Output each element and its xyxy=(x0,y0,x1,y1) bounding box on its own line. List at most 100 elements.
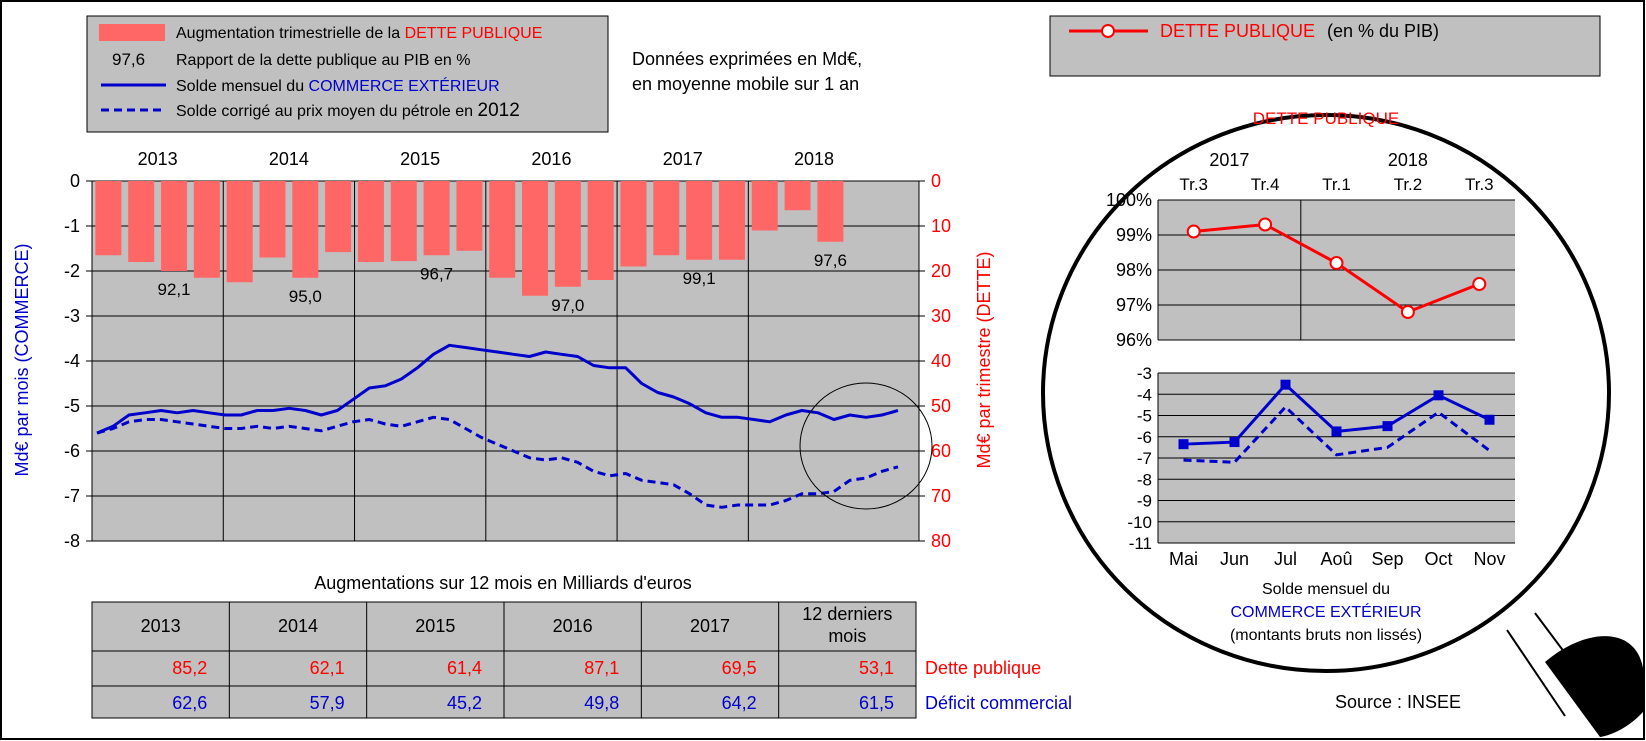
left-axis-title: Md€ par mois (COMMERCE) xyxy=(12,243,32,476)
right-tick-label: 80 xyxy=(931,531,951,551)
debt-bar xyxy=(587,181,614,280)
zoom-quarter-label: Tr.1 xyxy=(1322,175,1351,194)
debt-bar xyxy=(292,181,319,278)
debt-bar xyxy=(751,181,778,231)
deficit-cell: 62,6 xyxy=(172,693,207,713)
zoom-trade-tick-label: -8 xyxy=(1137,470,1152,489)
zoom-trade-tick-label: -11 xyxy=(1129,534,1152,553)
zoom-trade-point xyxy=(1382,421,1393,432)
zoom-trade-point xyxy=(1331,426,1342,437)
right-tick-label: 10 xyxy=(931,216,951,236)
left-tick-label: -3 xyxy=(64,306,80,326)
year-label: 2015 xyxy=(400,149,440,169)
right-tick-label: 40 xyxy=(931,351,951,371)
zoom-trade-tick-label: -10 xyxy=(1127,513,1152,532)
zoom-trade-tick-label: -4 xyxy=(1137,385,1152,404)
zoom-source-circle xyxy=(799,382,933,510)
zoom-quarter-label: Tr.3 xyxy=(1465,175,1494,194)
right-tick-label: 0 xyxy=(931,171,941,191)
zoom-trade-chart: -3 -4 -5 -6 -7 -8 -9 -10 -11 Mai Jun Jul Aoû Sep Oct No… xyxy=(1127,364,1515,644)
ratio-label: 96,7 xyxy=(420,264,453,283)
debt-bar xyxy=(784,181,811,211)
left-tick-label: -1 xyxy=(64,216,80,236)
zoom-month-label: Jun xyxy=(1220,549,1249,569)
table-title: Augmentations sur 12 mois en Milliards d… xyxy=(314,573,692,593)
note-line-1: Données exprimées en Md€, xyxy=(632,49,862,69)
year-label: 2014 xyxy=(269,149,309,169)
dette-cell: 87,1 xyxy=(584,658,619,678)
right-legend-background xyxy=(1049,15,1601,77)
zoom-debt-point xyxy=(1329,256,1344,270)
trade-balance-line xyxy=(96,343,899,435)
table-header-cell: 2017 xyxy=(690,616,730,636)
table-header-cell: 2016 xyxy=(553,616,593,636)
zoom-debt-tick-label: 100% xyxy=(1106,190,1152,210)
debt-bar xyxy=(489,181,516,278)
deficit-cell: 64,2 xyxy=(722,693,757,713)
ratio-labels: 92,1 95,0 96,7 97,0 99,1 97,6 xyxy=(157,251,846,315)
left-axis-ticks: 0 -1 -2 -3 -4 -5 -6 -7 -8 xyxy=(64,171,92,551)
table-header-cell: 2015 xyxy=(415,616,455,636)
dette-cell: 53,1 xyxy=(859,658,894,678)
zoom-trade-point xyxy=(1229,437,1240,448)
zoom-quarter-label: Tr.2 xyxy=(1394,175,1423,194)
ratio-label: 95,0 xyxy=(289,287,322,306)
magnifier-handle xyxy=(1545,636,1643,737)
ratio-label: 97,6 xyxy=(814,251,847,270)
right-axis-title: Md€ par trimestre (DETTE) xyxy=(974,251,994,468)
main-chart: 92,1 95,096,797,099,197,6 2013 2014 2015 201… xyxy=(12,149,994,551)
zoom-caption-2: COMMERCE EXTÉRIEUR xyxy=(1230,602,1421,621)
debt-bar xyxy=(554,181,581,287)
zoom-trade-elements: -3 -4 -5 -6 -7 -8 -9 -10 -11 Mai Jun Jul Aoû Sep Oct No… xyxy=(1127,364,1515,569)
zoom-year-label: 2018 xyxy=(1388,150,1428,170)
zoom-trade-point xyxy=(1178,439,1189,450)
zoom-month-label: Mai xyxy=(1169,549,1198,569)
zoom-trade-point xyxy=(1280,379,1291,390)
legend-dash-label: Solde corrigé au prix moyen du pétrole e… xyxy=(176,100,520,121)
legend-bar-swatch xyxy=(99,24,165,41)
deficit-cell: 61,5 xyxy=(859,693,894,713)
right-tick-label: 70 xyxy=(931,486,951,506)
zoom-debt-tick-label: 99% xyxy=(1116,225,1152,245)
debt-bar xyxy=(653,181,680,256)
right-tick-label: 60 xyxy=(931,441,951,461)
zoom-month-label: Oct xyxy=(1424,549,1452,569)
zoom-debt-tick-label: 97% xyxy=(1116,295,1152,315)
year-label: 2018 xyxy=(794,149,834,169)
zoom-debt-point xyxy=(1400,305,1415,319)
corrected-balance-line xyxy=(96,415,899,509)
debt-bar xyxy=(357,181,384,262)
zoom-month-label: Aoû xyxy=(1320,549,1352,569)
left-tick-label: -5 xyxy=(64,396,80,416)
row-label-dette: Dette publique xyxy=(925,658,1041,678)
zoom-debt-elements: 100%99%98%97%96%Tr.3 Tr.4 Tr.1 Tr.2 Tr.32017… xyxy=(1106,150,1515,350)
zoom-caption-3: (montants bruts non lissés) xyxy=(1230,627,1422,644)
legend-line-label: Solde mensuel du COMMERCE EXTÉRIEUR xyxy=(176,76,500,95)
zoom-month-label: Nov xyxy=(1473,549,1505,569)
debt-bar xyxy=(128,181,155,262)
left-tick-label: 0 xyxy=(70,171,80,191)
year-label: 2016 xyxy=(531,149,571,169)
debt-bar xyxy=(390,181,417,262)
debt-bar xyxy=(620,181,647,267)
right-tick-label: 20 xyxy=(931,261,951,281)
zoom-trade-point xyxy=(1433,390,1444,401)
debt-bar xyxy=(718,181,745,260)
dette-cell: 85,2 xyxy=(172,658,207,678)
year-label: 2013 xyxy=(138,149,178,169)
table-header-cell: 12 derniers xyxy=(802,604,892,624)
right-legend-suffix: (en % du PIB) xyxy=(1327,21,1439,41)
left-tick-label: -4 xyxy=(64,351,80,371)
legend-ratio-sample: 97,6 xyxy=(112,50,145,69)
zoom-debt-chart: DETTE PUBLIQUE 100% 99% 98% 97% 96% Tr.3 Tr.4 T… xyxy=(1106,109,1515,350)
year-label: 2017 xyxy=(663,149,703,169)
right-axis-ticks: 0 10 20 30 40 50 60 70 80 xyxy=(919,171,951,551)
debt-bar xyxy=(259,181,286,258)
legend-box: Augmentation trimestrielle de la DETTE P… xyxy=(86,15,609,133)
zoom-debt-point xyxy=(1258,217,1273,232)
year-labels: 2013 2014 2015 2016 2017 2018 xyxy=(138,149,834,169)
right-legend-box: DETTE PUBLIQUE (en % du PIB) xyxy=(1049,15,1601,77)
zoom-trade-tick-label: -5 xyxy=(1137,407,1152,426)
